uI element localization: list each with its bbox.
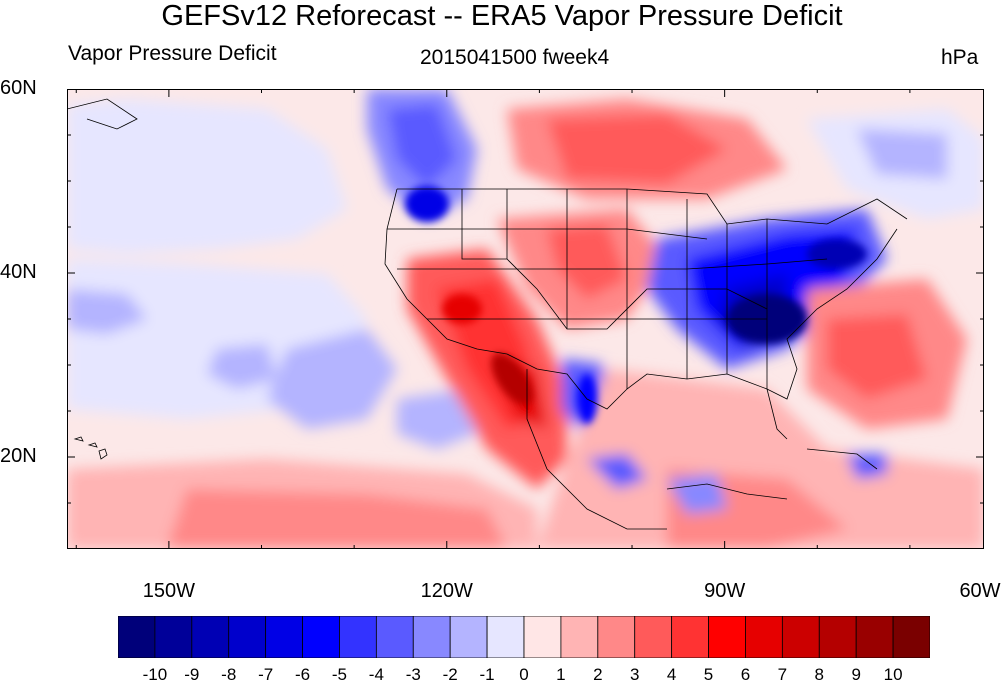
- axis-ticks: [67, 89, 984, 549]
- colorbar-tick-label: 6: [740, 665, 751, 684]
- colorbar-swatch: [745, 616, 783, 658]
- colorbar-swatch: [191, 616, 230, 658]
- colorbar-tick-label: -9: [184, 665, 200, 684]
- political-boundaries: [67, 98, 908, 530]
- colorbar-tick-label: 2: [593, 665, 603, 684]
- colorbar-tick-label: -4: [368, 665, 384, 684]
- colorbar-swatch: [412, 616, 451, 658]
- colorbar-swatch: [265, 616, 303, 658]
- variable-name: Vapor Pressure Deficit: [68, 42, 277, 65]
- colorbar-tick-label: -3: [405, 665, 421, 684]
- colorbar-tick-label: -2: [442, 665, 458, 684]
- colorbar-swatch: [523, 616, 562, 658]
- colorbar-tick-label: 1: [556, 665, 566, 684]
- colorbar-tick-label: -10: [142, 665, 168, 684]
- colorbar-tick-label: 9: [851, 665, 861, 684]
- colorbar-swatch: [375, 616, 414, 658]
- colorbar: [118, 616, 930, 658]
- colorbar-swatch: [339, 616, 377, 658]
- colorbar-swatch: [302, 616, 340, 658]
- colorbar-swatch: [855, 616, 894, 658]
- colorbar-tick-label: 5: [703, 665, 714, 684]
- colorbar-swatch: [560, 616, 599, 658]
- colorbar-tick-label: 10: [883, 665, 903, 684]
- colorbar-tick-label: -6: [294, 665, 311, 684]
- colorbar-swatch: [118, 616, 156, 658]
- units-label: hPa: [941, 46, 979, 69]
- lon-label: 90W: [704, 580, 746, 602]
- colorbar-swatch: [634, 616, 673, 658]
- colorbar-swatch: [228, 616, 267, 658]
- colorbar-swatch: [449, 616, 488, 658]
- lon-label: 120W: [420, 580, 473, 602]
- colorbar-tick-label: -7: [258, 665, 274, 684]
- colorbar-swatch: [781, 616, 820, 658]
- lon-label: 150W: [142, 580, 195, 602]
- hawaii-islands: [73, 436, 108, 460]
- vpd-difference-map: [67, 89, 984, 549]
- colorbar-tick-label: 4: [666, 665, 677, 684]
- lat-label: 40N: [0, 261, 37, 283]
- colorbar-tick-label: 7: [777, 665, 788, 684]
- colorbar-tick-label: -1: [479, 665, 495, 684]
- colorbar-tick-label: 8: [814, 665, 824, 684]
- colorbar-tick-label: 3: [629, 665, 640, 684]
- colorbar-tick-label: -8: [221, 665, 237, 684]
- colorbar-swatch: [892, 616, 930, 658]
- figure-title: GEFSv12 Reforecast -- ERA5 Vapor Pressur…: [161, 0, 843, 32]
- colorbar-swatch: [597, 616, 636, 658]
- colorbar-tick-label: -5: [331, 665, 348, 684]
- colorbar-swatch: [708, 616, 746, 658]
- colorbar-swatch: [486, 616, 525, 658]
- lon-label: 60W: [959, 580, 1001, 602]
- colorbar-swatch: [818, 616, 857, 658]
- map-panel: [67, 89, 984, 549]
- lat-label: 60N: [0, 77, 37, 99]
- colorbar-tick-label: 0: [519, 665, 529, 684]
- colorbar-swatch: [671, 616, 709, 658]
- lat-label: 20N: [0, 445, 37, 467]
- forecast-date: 2015041500 fweek4: [420, 46, 610, 69]
- colorbar-swatch: [154, 616, 193, 658]
